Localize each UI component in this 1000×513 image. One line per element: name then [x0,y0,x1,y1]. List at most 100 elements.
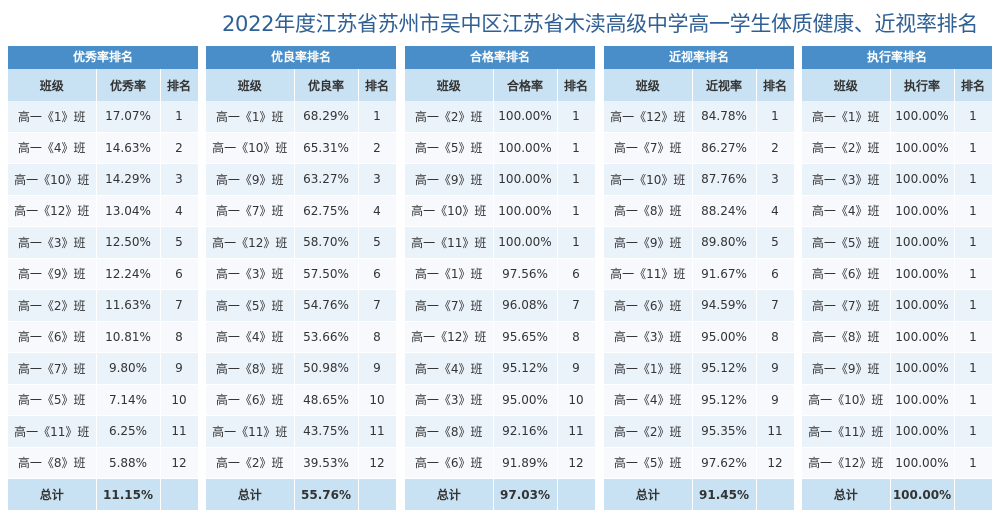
table-row: 高一《4》班 95.12% 9 [604,384,795,416]
table-row: 高一《11》班 100.00% 1 [405,226,596,259]
rate-cell: 100.00% [493,132,558,164]
table-row: 高一《2》班 39.53% 12 [206,447,397,479]
total-row: 总计 91.45% [604,478,795,511]
table-row: 高一《4》班 95.12% 9 [405,352,596,385]
rate-cell: 100.00% [890,163,955,196]
rate-cell: 39.53% [294,447,359,479]
class-name-cell: 高一《1》班 [604,352,693,385]
class-name-cell: 高一《3》班 [206,258,295,290]
class-name-cell: 高一《1》班 [405,258,494,290]
table-row: 高一《12》班 58.70% 5 [206,226,397,259]
class-name-cell: 高一《2》班 [206,447,295,479]
rank-cell: 10 [557,384,596,416]
column-header-row: 班级 优良率 排名 [206,69,397,101]
column-header: 班级 [802,69,891,101]
rank-cell: 3 [358,163,397,196]
panel-header: 优良率排名 [206,46,396,69]
rate-cell: 68.29% [294,101,359,133]
total-label: 总计 [604,478,693,511]
rank-cell: 10 [160,384,199,416]
total-rank [557,478,596,511]
table-row: 高一《1》班 100.00% 1 [802,101,993,133]
table-row: 高一《5》班 7.14% 10 [8,384,199,416]
rate-cell: 14.29% [96,163,161,196]
class-name-cell: 高一《4》班 [8,132,97,164]
rank-cell: 1 [557,226,596,259]
table-row: 高一《3》班 95.00% 8 [604,321,795,353]
rank-cell: 6 [160,258,199,290]
table-row: 高一《6》班 91.89% 12 [405,447,596,479]
rank-cell: 1 [954,132,993,164]
table-row: 高一《9》班 12.24% 6 [8,258,199,290]
rank-cell: 1 [557,195,596,227]
table-row: 高一《10》班 14.29% 3 [8,163,199,196]
class-name-cell: 高一《10》班 [604,163,693,196]
rank-cell: 1 [954,163,993,196]
table-row: 高一《8》班 5.88% 12 [8,447,199,479]
total-rate: 55.76% [294,478,359,511]
rank-cell: 4 [160,195,199,227]
total-row: 总计 11.15% [8,478,199,511]
rank-cell: 7 [557,289,596,322]
rank-cell: 8 [358,321,397,353]
rate-cell: 97.56% [493,258,558,290]
class-name-cell: 高一《5》班 [206,289,295,322]
rate-cell: 94.59% [692,289,757,322]
rate-cell: 14.63% [96,132,161,164]
table-row: 高一《3》班 100.00% 1 [802,163,993,196]
rate-cell: 100.00% [493,226,558,259]
class-name-cell: 高一《8》班 [206,352,295,385]
class-name-cell: 高一《10》班 [8,163,97,196]
rate-cell: 100.00% [890,258,955,290]
class-name-cell: 高一《2》班 [604,415,693,448]
rank-cell: 1 [557,132,596,164]
class-name-cell: 高一《2》班 [802,132,891,164]
rank-cell: 11 [358,415,397,448]
class-name-cell: 高一《9》班 [802,352,891,385]
class-name-cell: 高一《11》班 [8,415,97,448]
rate-cell: 95.12% [493,352,558,385]
rate-cell: 95.35% [692,415,757,448]
total-rate: 91.45% [692,478,757,511]
rank-cell: 12 [557,447,596,479]
table-row: 高一《9》班 100.00% 1 [405,163,596,196]
table-row: 高一《9》班 100.00% 1 [802,352,993,385]
total-rank [954,478,993,511]
total-row: 总计 97.03% [405,478,596,511]
column-header: 合格率 [493,69,558,101]
rank-cell: 1 [557,101,596,133]
class-name-cell: 高一《7》班 [8,352,97,385]
column-header: 班级 [8,69,97,101]
rate-cell: 92.16% [493,415,558,448]
column-header: 近视率 [692,69,757,101]
rate-cell: 95.12% [692,352,757,385]
class-name-cell: 高一《12》班 [405,321,494,353]
rank-cell: 8 [160,321,199,353]
ranking-panel: 合格率排名 班级 合格率 排名 高一《2》班 100.00% 1 高一《5》班 100.00% 1… [405,46,596,511]
rank-cell: 6 [358,258,397,290]
rate-cell: 53.66% [294,321,359,353]
column-header: 排名 [557,69,596,101]
class-name-cell: 高一《2》班 [405,101,494,133]
class-name-cell: 高一《11》班 [802,415,891,448]
rank-cell: 1 [954,289,993,322]
rate-cell: 95.65% [493,321,558,353]
table-row: 高一《4》班 100.00% 1 [802,195,993,227]
table-row: 高一《3》班 95.00% 10 [405,384,596,416]
table-row: 高一《12》班 13.04% 4 [8,195,199,227]
column-header-row: 班级 优秀率 排名 [8,69,199,101]
rate-cell: 100.00% [493,195,558,227]
rate-cell: 84.78% [692,101,757,133]
rank-cell: 1 [756,101,795,133]
table-row: 高一《10》班 65.31% 2 [206,132,397,164]
rate-cell: 65.31% [294,132,359,164]
total-rate: 100.00% [890,478,955,511]
rank-cell: 2 [160,132,199,164]
table-row: 高一《1》班 97.56% 6 [405,258,596,290]
total-label: 总计 [405,478,494,511]
class-name-cell: 高一《7》班 [206,195,295,227]
rate-cell: 95.00% [692,321,757,353]
ranking-panel: 近视率排名 班级 近视率 排名 高一《12》班 84.78% 1 高一《7》班 86.27% 2 高… [604,46,795,511]
ranking-table: 班级 执行率 排名 高一《1》班 100.00% 1 高一《2》班 100.00% 1 高一《3》… [802,69,993,511]
rank-cell: 10 [358,384,397,416]
